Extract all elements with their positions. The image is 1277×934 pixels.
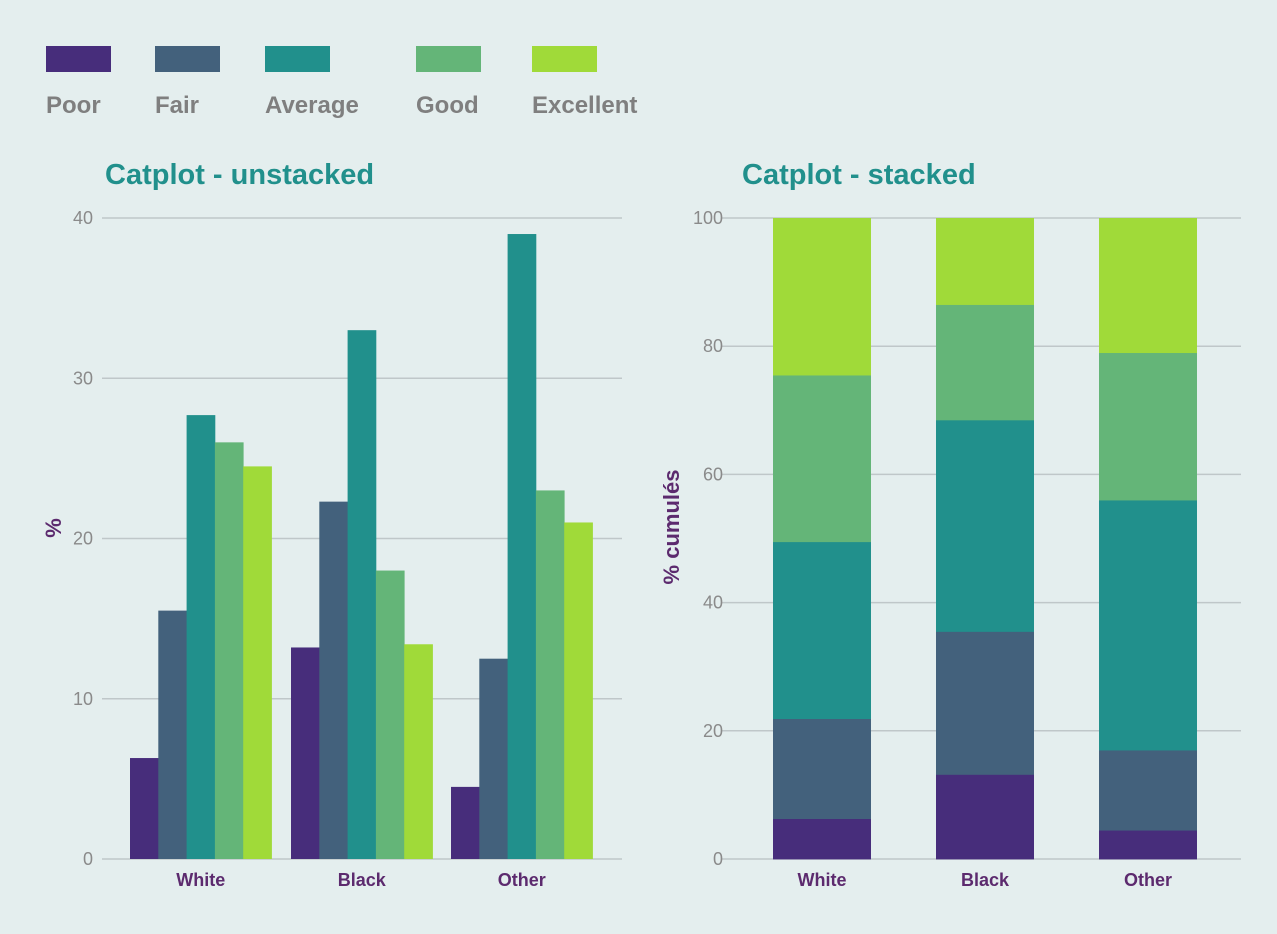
bar-fair xyxy=(158,610,187,859)
stack-segment-fair xyxy=(936,631,1034,775)
bar-good xyxy=(535,490,565,859)
chart-title: Catplot - unstacked xyxy=(105,159,374,191)
stack-segment-fair xyxy=(1099,750,1197,831)
x-tick-label: Other xyxy=(498,870,546,890)
y-axis-label: % cumulés xyxy=(659,470,684,585)
legend-label: Excellent xyxy=(532,92,637,119)
y-tick-label: 40 xyxy=(73,208,93,228)
y-tick-label: 100 xyxy=(693,208,723,228)
y-tick-label: 40 xyxy=(703,593,723,613)
stack-segment-average xyxy=(773,541,871,720)
legend: Poor Fair Average Good Excellent xyxy=(46,46,637,119)
y-tick-label: 20 xyxy=(703,721,723,741)
bar-fair xyxy=(319,501,348,859)
stack-segment-average xyxy=(1099,500,1197,751)
y-tick-label: 80 xyxy=(703,336,723,356)
legend-swatch xyxy=(416,46,481,72)
bar-excellent xyxy=(564,522,593,859)
legend-label: Poor xyxy=(46,92,101,119)
stacked-chart: Catplot - stacked 0 20 40 60 80 100 % cumulés Wh… xyxy=(659,159,1241,890)
x-tick-label: White xyxy=(798,870,847,890)
bar-average xyxy=(347,330,377,859)
x-tick-label: Black xyxy=(961,870,1010,890)
y-tick-label: 30 xyxy=(73,368,93,388)
bar-excellent xyxy=(404,644,433,859)
stack-segment-excellent xyxy=(773,218,871,376)
y-axis-label: % xyxy=(41,518,66,538)
unstacked-chart: Catplot - unstacked 0 10 20 30 40% White Black O… xyxy=(41,159,622,890)
bar-poor xyxy=(451,786,480,859)
y-tick-label: 0 xyxy=(83,849,93,869)
legend-label: Fair xyxy=(155,92,199,119)
stack-segment-poor xyxy=(936,774,1034,860)
stack-segment-fair xyxy=(773,718,871,820)
legend-swatch xyxy=(46,46,111,72)
y-tick-label: 60 xyxy=(703,464,723,484)
legend-label: Good xyxy=(416,92,479,119)
y-tick-label: 10 xyxy=(73,689,93,709)
legend-swatch xyxy=(532,46,597,72)
y-tick-label: 20 xyxy=(73,529,93,549)
x-tick-label: White xyxy=(176,870,225,890)
bar-fair xyxy=(479,658,508,859)
bar-average xyxy=(507,234,537,859)
bar-poor xyxy=(130,758,159,859)
bar-average xyxy=(186,415,216,859)
stack-segment-poor xyxy=(1099,830,1197,860)
stack-segment-good xyxy=(773,375,871,543)
stack-segment-excellent xyxy=(1099,218,1197,354)
stack-segment-excellent xyxy=(936,218,1034,305)
chart-title: Catplot - stacked xyxy=(742,159,976,191)
legend-swatch xyxy=(155,46,220,72)
stack-segment-average xyxy=(936,419,1034,632)
bar-good xyxy=(375,570,405,859)
legend-label: Average xyxy=(265,92,359,119)
y-tick-label: 0 xyxy=(713,849,723,869)
stack-segment-poor xyxy=(773,818,871,860)
stack-segment-good xyxy=(936,304,1034,421)
bar-excellent xyxy=(243,466,272,859)
legend-swatch xyxy=(265,46,330,72)
x-tick-label: Black xyxy=(338,870,387,890)
x-tick-label: Other xyxy=(1124,870,1172,890)
bar-poor xyxy=(291,647,320,859)
stack-segment-good xyxy=(1099,352,1197,501)
bar-good xyxy=(214,442,244,859)
